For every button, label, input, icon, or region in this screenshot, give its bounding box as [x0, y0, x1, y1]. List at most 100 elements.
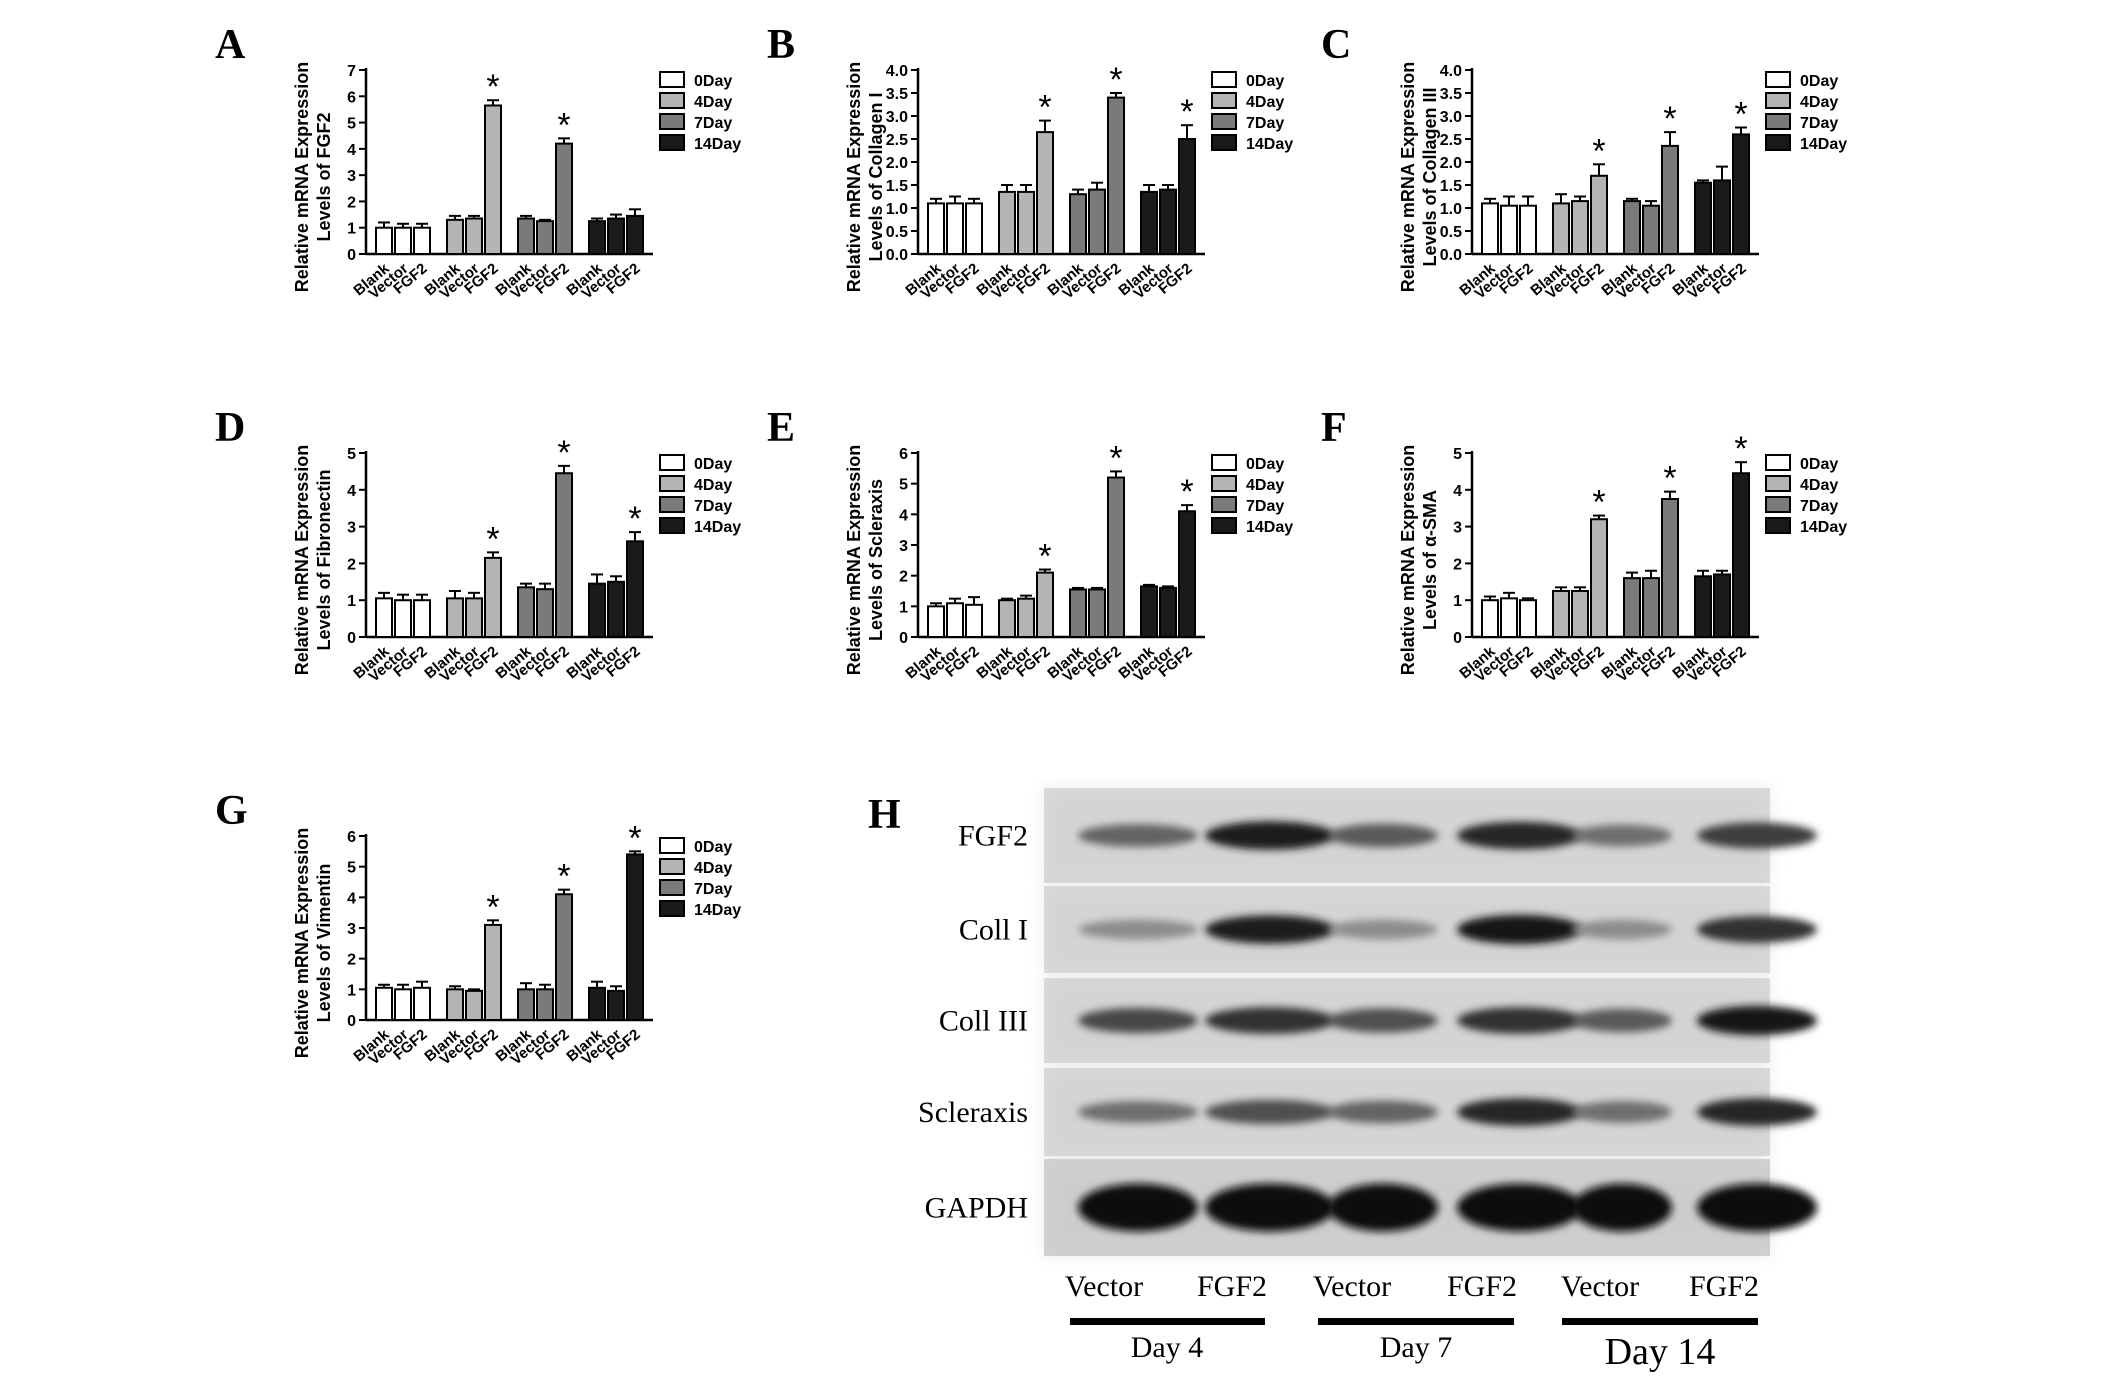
y-tick-label: 4 — [1453, 483, 1462, 500]
blot-band — [1697, 1183, 1817, 1232]
bar-4day-fgf2 — [484, 556, 502, 639]
y-tick-label: 1 — [347, 221, 356, 238]
bar-14day-vector — [607, 580, 625, 639]
legend-label: 7Day — [694, 115, 732, 132]
legend-swatch — [659, 134, 685, 151]
legend-swatch — [659, 517, 685, 534]
legend-swatch — [659, 496, 685, 513]
legend-label: 0Day — [694, 839, 732, 856]
chart-panel-b: B Relative mRNA Expression Levels of Colla… — [767, 22, 1293, 303]
legend-label: 0Day — [1800, 73, 1838, 90]
lane-label: Vector — [1561, 1270, 1639, 1303]
y-tick-label: 5 — [1453, 446, 1462, 463]
bar-0day-vector — [394, 226, 412, 255]
bar-4day-fgf2 — [1036, 571, 1054, 639]
y-tick-label: 2.5 — [886, 132, 908, 149]
legend-label: 14Day — [1246, 136, 1293, 153]
bar-0day-fgf2 — [1519, 599, 1537, 638]
blot-band — [1697, 916, 1817, 943]
blot-band — [1572, 1101, 1672, 1123]
legend-label: 7Day — [1246, 115, 1284, 132]
y-tick-label: 3 — [899, 538, 908, 555]
bar-14day-vector — [1713, 179, 1731, 255]
bar-0day-vector — [1500, 597, 1518, 638]
y-tick-label: 2 — [899, 569, 908, 586]
bar-14day-vector — [607, 217, 625, 255]
legend-swatch — [659, 113, 685, 130]
blot-band — [1457, 1007, 1582, 1034]
bar-7day-fgf2 — [1661, 144, 1679, 255]
legend-label: 7Day — [694, 881, 732, 898]
y-axis-title: Relative mRNA Expression Levels of Sclera… — [844, 445, 886, 675]
legend-swatch — [659, 879, 685, 896]
significance-star: * — [557, 106, 570, 144]
blot-band — [1078, 919, 1198, 940]
bar-0day-blank — [375, 226, 393, 255]
legend-swatch — [1765, 475, 1791, 492]
significance-star: * — [1109, 439, 1122, 477]
y-tick-label: 5 — [347, 860, 356, 877]
panel-letter: H — [868, 792, 901, 838]
blot-band — [1078, 1183, 1198, 1232]
blot-band — [1697, 1005, 1817, 1036]
panel-letter: B — [767, 22, 795, 68]
y-tick-label: 5 — [347, 446, 356, 463]
legend-label: 0Day — [694, 73, 732, 90]
blot-band — [1457, 914, 1582, 945]
legend-swatch — [659, 858, 685, 875]
bar-0day-vector — [1500, 204, 1518, 255]
chart-panel-d: D Relative mRNA Expression Levels of Fibro… — [215, 405, 741, 686]
significance-star: * — [1592, 132, 1605, 170]
blot-band — [1457, 1098, 1582, 1126]
y-tick-label: 2.5 — [1440, 132, 1462, 149]
legend-label: 4Day — [1800, 477, 1838, 494]
day-bracket — [1318, 1318, 1514, 1325]
blot-band — [1697, 822, 1817, 849]
significance-star: * — [557, 858, 570, 896]
y-tick-label: 2 — [347, 952, 356, 969]
bar-14day-blank — [1694, 181, 1712, 255]
significance-star: * — [1109, 61, 1122, 99]
bar-7day-vector — [536, 220, 554, 255]
legend-label: 4Day — [694, 860, 732, 877]
bar-14day-fgf2 — [1732, 472, 1750, 638]
significance-star: * — [1663, 100, 1676, 138]
y-tick-label: 4 — [347, 142, 356, 159]
blot-band — [1572, 919, 1672, 940]
protein-label: Coll I — [959, 914, 1028, 947]
legend-swatch — [1765, 92, 1791, 109]
panel-letter: D — [215, 405, 245, 451]
bar-14day-vector — [1159, 188, 1177, 256]
blot-band — [1205, 1099, 1335, 1125]
legend-label: 14Day — [694, 519, 741, 536]
significance-star: * — [1592, 484, 1605, 522]
bar-charts: A Relative mRNA Expression Levels of FGF2 0… — [215, 22, 1847, 1069]
legend-label: 14Day — [1800, 136, 1847, 153]
bar-14day-fgf2 — [1178, 138, 1196, 255]
bar-0day-fgf2 — [965, 202, 983, 255]
panel-letter: A — [215, 22, 246, 68]
chart-panel-g: G Relative mRNA Expression Levels of Vimen… — [215, 788, 741, 1069]
chart-panel-f: F Relative mRNA Expression Levels of α-SMA… — [1321, 405, 1847, 686]
bar-4day-vector — [1571, 590, 1589, 638]
blot-band — [1205, 1007, 1335, 1034]
y-axis-title: Relative mRNA Expression Levels of Collag… — [844, 62, 886, 292]
y-tick-label: 0 — [347, 630, 356, 647]
y-tick-label: 6 — [347, 89, 356, 106]
legend-label: 7Day — [1800, 115, 1838, 132]
blot-band — [1572, 1008, 1672, 1033]
y-tick-label: 0 — [347, 1013, 356, 1030]
legend-label: 4Day — [1246, 477, 1284, 494]
bar-7day-fgf2 — [555, 142, 573, 256]
legend-label: 0Day — [1800, 456, 1838, 473]
blot-strip-scleraxis: Scleraxis — [918, 1068, 1817, 1156]
bar-14day-blank — [1694, 575, 1712, 638]
y-tick-label: 4 — [347, 483, 356, 500]
bar-14day-vector — [607, 989, 625, 1022]
y-tick-label: 6 — [347, 829, 356, 846]
bar-4day-fgf2 — [484, 923, 502, 1021]
y-tick-label: 7 — [347, 63, 356, 80]
y-axis-title: Relative mRNA Expression Levels of Collag… — [1398, 62, 1440, 292]
bar-0day-blank — [1481, 202, 1499, 255]
